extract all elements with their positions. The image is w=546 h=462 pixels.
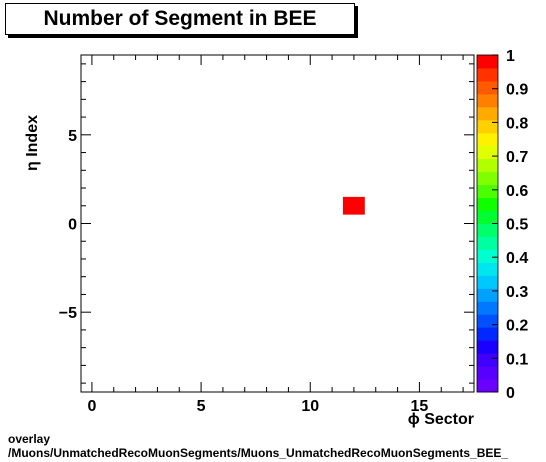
heatmap-cell-0 xyxy=(343,196,365,215)
chart-title-box: Number of Segment in BEE xyxy=(5,3,355,35)
colorbar-swatch-1 xyxy=(477,366,498,380)
y-axis-title: η Index xyxy=(24,115,41,171)
colorbar-swatch-0 xyxy=(477,379,498,393)
colorbar-tick-label-7: 0.7 xyxy=(506,149,528,166)
colorbar-swatch-24 xyxy=(477,67,498,82)
x-tick-label-1: 5 xyxy=(197,398,206,415)
colorbar-tick-label-5: 0.5 xyxy=(506,217,528,234)
colorbar-swatch-7 xyxy=(477,288,498,302)
colorbar-swatch-25 xyxy=(477,55,498,69)
colorbar-swatch-5 xyxy=(477,314,498,328)
colorbar-swatch-15 xyxy=(477,184,498,199)
x-tick-label-0: 0 xyxy=(87,398,96,415)
colorbar-swatch-22 xyxy=(477,93,498,108)
footer-path-label: /Muons/UnmatchedRecoMuonSegments/Muons_U… xyxy=(8,446,509,460)
colorbar-swatch-23 xyxy=(477,80,498,95)
colorbar-tick-label-1: 0.1 xyxy=(506,351,528,368)
x-tick-label-3: 15 xyxy=(411,398,429,415)
x-axis-title: ϕ Sector xyxy=(408,411,474,428)
plot-frame xyxy=(80,54,475,393)
colorbar-swatch-13 xyxy=(477,210,498,224)
colorbar-swatch-6 xyxy=(477,301,498,315)
y-tick-label-1: 0 xyxy=(68,217,77,234)
colorbar-tick-label-3: 0.3 xyxy=(506,284,528,301)
colorbar-tick-label-0: 0 xyxy=(506,385,515,402)
colorbar-tick-label-9: 0.9 xyxy=(506,82,528,99)
colorbar-tick-label-10: 1 xyxy=(506,48,515,65)
colorbar-swatch-10 xyxy=(477,249,498,263)
footer-overlay-label: overlay xyxy=(8,432,51,446)
x-tick-label-2: 10 xyxy=(301,398,319,415)
colorbar-swatch-3 xyxy=(477,340,498,354)
colorbar-tick-label-4: 0.4 xyxy=(506,250,528,267)
y-tick-label-2: 5 xyxy=(68,128,77,145)
colorbar-tick-label-2: 0.2 xyxy=(506,318,528,335)
colorbar-swatch-4 xyxy=(477,327,498,341)
colorbar-swatch-20 xyxy=(477,119,498,134)
chart-title: Number of Segment in BEE xyxy=(43,7,317,30)
colorbar-swatch-18 xyxy=(477,145,498,160)
colorbar-tick-label-8: 0.8 xyxy=(506,115,528,132)
colorbar-tick-label-6: 0.6 xyxy=(506,183,528,200)
colorbar-swatch-21 xyxy=(477,106,498,121)
colorbar-swatch-12 xyxy=(477,223,498,237)
colorbar-swatch-19 xyxy=(477,132,498,147)
colorbar-swatch-2 xyxy=(477,353,498,367)
y-tick-label-0: −5 xyxy=(59,305,77,322)
colorbar-swatch-9 xyxy=(477,262,498,276)
colorbar-swatch-17 xyxy=(477,158,498,173)
colorbar-swatch-16 xyxy=(477,171,498,186)
colorbar-swatch-11 xyxy=(477,236,498,250)
colorbar-swatch-8 xyxy=(477,275,498,289)
colorbar-swatch-14 xyxy=(477,197,498,212)
